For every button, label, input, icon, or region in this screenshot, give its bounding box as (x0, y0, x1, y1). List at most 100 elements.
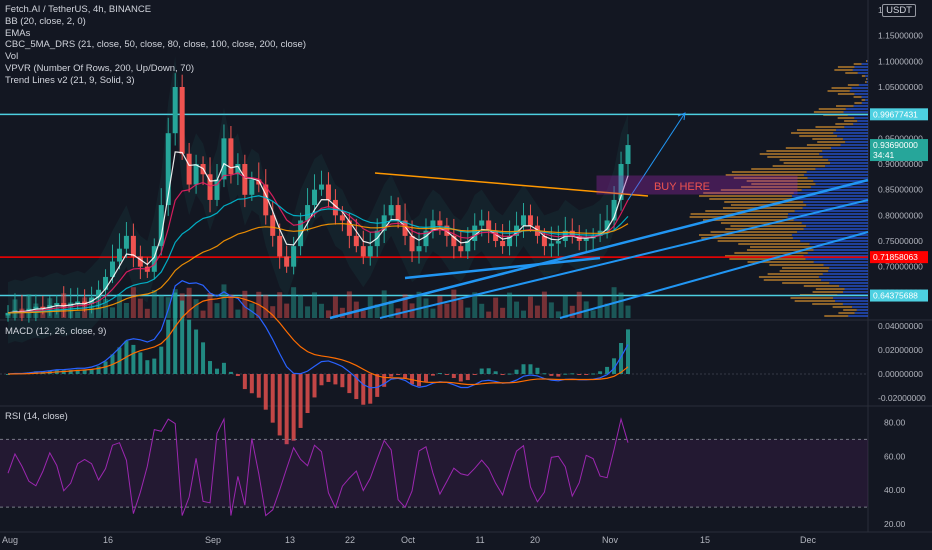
volume-bar (207, 293, 213, 318)
price-tick-label: 0.85000000 (878, 185, 923, 195)
vpvr-bar-up (717, 240, 801, 242)
vpvr-bar-up (812, 291, 844, 293)
vpvr-bar-up (853, 63, 862, 65)
vpvr-bar-down (803, 174, 868, 176)
candle-body (346, 220, 352, 236)
macd-histogram-bar (430, 374, 435, 376)
bollinger-band-fill (8, 56, 628, 344)
legend-cbc[interactable]: CBC_5MA_DRS (21, close, 50, close, 80, c… (5, 39, 306, 51)
macd-histogram-bar (242, 374, 247, 390)
legend-bb[interactable]: BB (20, close, 2, 0) (5, 15, 86, 27)
vpvr-bar-down (806, 171, 868, 173)
candle-body (527, 215, 533, 226)
vpvr-bar-up (734, 252, 808, 254)
vpvr-bar-down (801, 222, 868, 224)
volume-bar (527, 296, 533, 318)
legend-trendlines[interactable]: Trend Lines v2 (21, 9, Solid, 3) (5, 74, 135, 86)
vpvr-bar-down (803, 255, 868, 257)
volume-bar (235, 309, 241, 318)
volume-bar (444, 303, 450, 318)
volume-bar (200, 310, 206, 318)
vpvr-bar-down (867, 60, 868, 62)
vpvr-bar-up (767, 273, 823, 275)
volume-bar (186, 287, 192, 318)
vpvr-bar-down (805, 258, 868, 260)
volume-bar (325, 310, 331, 318)
time-tick-label: Sep (205, 535, 221, 545)
macd-histogram-bar (458, 374, 463, 382)
price-label-text: 0.64375688 (873, 291, 918, 301)
vpvr-bar-up (799, 135, 838, 137)
vpvr-bar-up (815, 288, 845, 290)
macd-histogram-bar (619, 342, 624, 374)
price-label-text: 0.71858063 (873, 252, 918, 262)
volume-bar (305, 306, 311, 318)
candle-body (207, 174, 213, 200)
candle-body (158, 205, 164, 247)
rsi-label[interactable]: RSI (14, close) (5, 411, 68, 422)
candle-body (298, 220, 304, 247)
vpvr-bar-up (731, 171, 807, 173)
vpvr-bar-up (701, 237, 793, 239)
vpvr-bar-down (835, 300, 868, 302)
vpvr-bar-down (819, 153, 868, 155)
volume-bar (493, 297, 499, 318)
volume-bar (284, 303, 290, 318)
volume-bar (534, 305, 540, 318)
candle-body (472, 225, 478, 241)
vpvr-bar-up (812, 138, 843, 140)
time-tick-label: Aug (2, 535, 18, 545)
vpvr-bar-up (725, 255, 804, 257)
vpvr-bar-down (865, 75, 868, 77)
candle-body (451, 235, 457, 247)
macd-histogram-bar (6, 374, 10, 375)
volume-bar (625, 305, 631, 318)
macd-histogram-bar (591, 373, 596, 375)
macd-histogram-bar (152, 358, 157, 374)
legend-vpvr[interactable]: VPVR (Number Of Rows, 200, Up/Down, 70) (5, 62, 195, 74)
macd-histogram-bar (82, 370, 87, 374)
legend-symbol[interactable]: Fetch.AI / TetherUS, 4h, BINANCE (5, 4, 152, 15)
volume-bar (500, 307, 506, 318)
vpvr-bar-down (815, 168, 868, 170)
volume-bar (318, 303, 324, 318)
volume-bar (298, 295, 304, 318)
macd-histogram-bar (563, 373, 568, 375)
price-tick-label: 0.70000000 (878, 262, 923, 272)
currency-badge[interactable]: USDT (882, 4, 916, 17)
candle-body (479, 220, 485, 226)
macd-histogram-bar (235, 374, 240, 377)
candle-body (486, 220, 492, 231)
macd-label[interactable]: MACD (12, 26, close, 9) (5, 326, 107, 337)
macd-histogram-bar (103, 361, 108, 374)
legend-vol[interactable]: Vol (5, 51, 19, 63)
legend-emas[interactable]: EMAs (5, 27, 31, 39)
candle-body (437, 220, 443, 226)
macd-histogram-bar (291, 374, 296, 441)
vpvr-bar-down (821, 279, 868, 281)
volume-bar (569, 305, 575, 318)
candle-body (388, 205, 394, 216)
candle-body (569, 230, 575, 236)
ema-line (7, 151, 629, 314)
candle-body (458, 246, 464, 252)
vpvr-bar-down (843, 111, 868, 113)
macd-histogram-bar (437, 372, 442, 374)
volume-bar (402, 294, 408, 318)
vpvr-bar-up (865, 81, 867, 83)
macd-histogram-bar (375, 374, 380, 397)
vpvr-bar-up (832, 306, 853, 308)
macd-histogram-bar (382, 374, 387, 387)
volume-bar (555, 311, 561, 318)
vpvr-bar-up (751, 183, 816, 185)
vpvr-bar-down (857, 72, 868, 74)
volume-bar (472, 292, 478, 318)
price-label-countdown: 34:41 (873, 150, 895, 160)
macd-line (7, 280, 629, 389)
candle-body (242, 164, 248, 195)
vpvr-bar-down (867, 78, 868, 80)
volume-bar (479, 303, 485, 318)
macd-histogram-bar (549, 374, 554, 376)
candle-body (409, 235, 415, 252)
candle-body (263, 184, 269, 216)
